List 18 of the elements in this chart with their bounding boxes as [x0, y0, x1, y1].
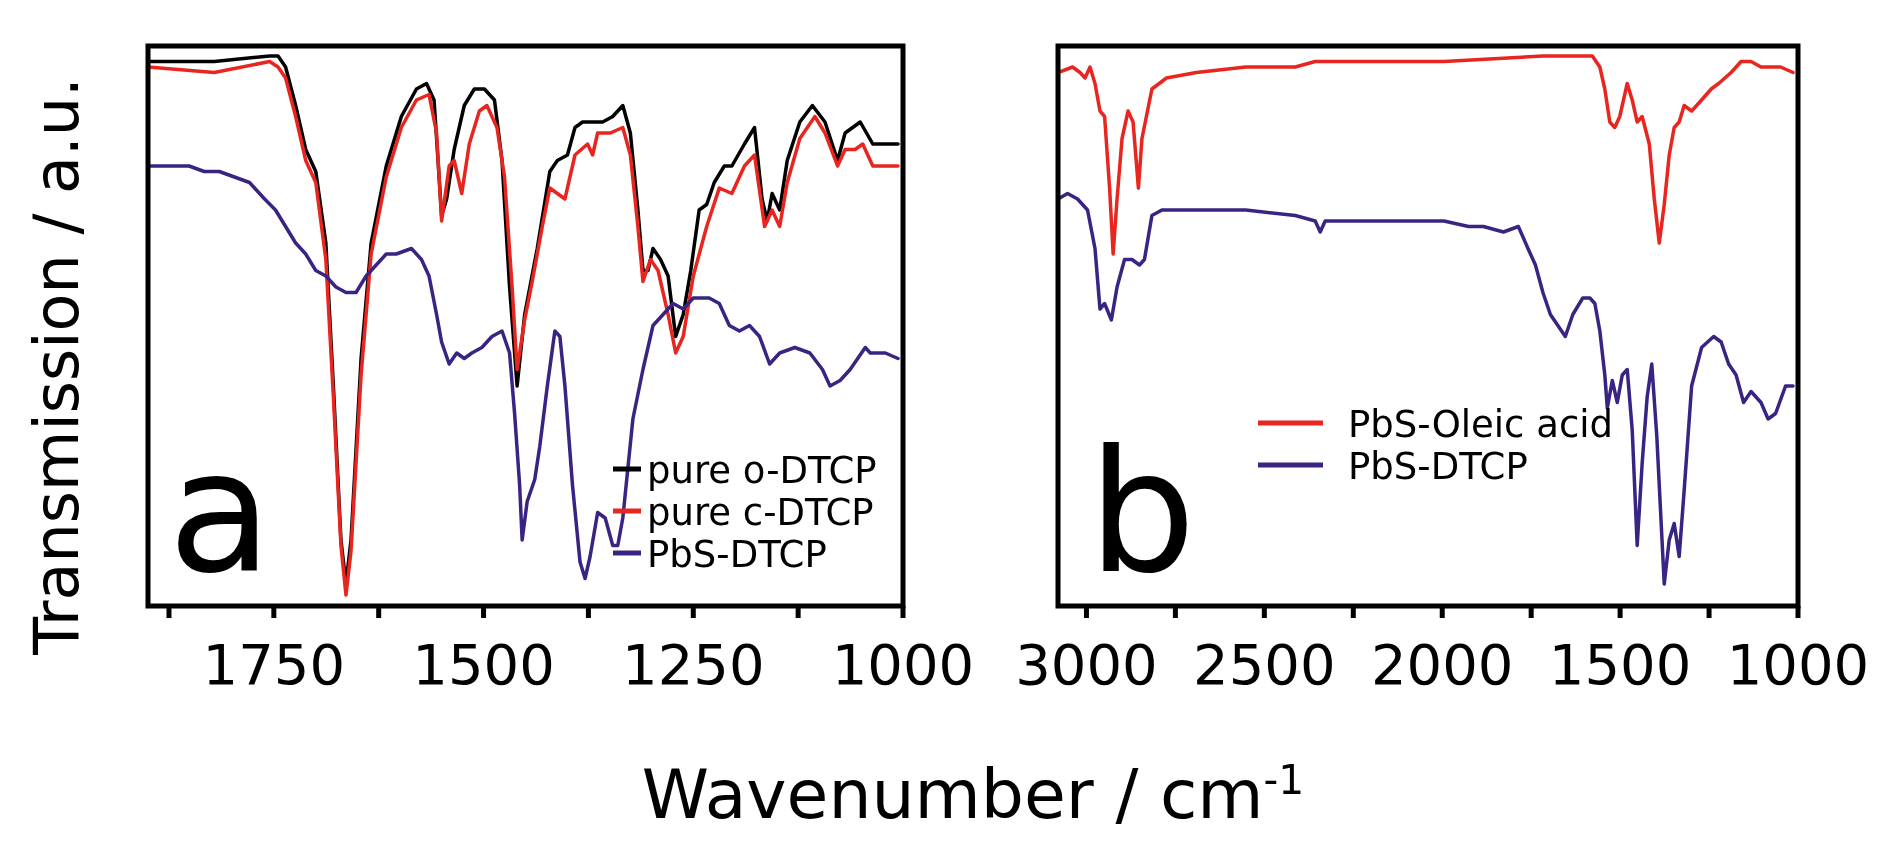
- legend-label: PbS-DTCP: [647, 533, 827, 576]
- x-tick-label: 1000: [831, 632, 975, 697]
- x-axis-title: Wavenumber / cm$^{-1}$: [641, 755, 1305, 834]
- x-tick-label: 1500: [412, 632, 555, 697]
- legend-label: pure c-DTCP: [647, 491, 874, 534]
- y-axis-title: Transmission / a.u.: [20, 77, 93, 656]
- x-tick-label: 3000: [1015, 632, 1158, 697]
- x-tick-label: 2500: [1193, 632, 1336, 697]
- x-tick-label: 1500: [1548, 632, 1692, 697]
- x-tick-label: 1750: [202, 632, 346, 697]
- x-tick-label: 1000: [1726, 632, 1870, 697]
- legend-label: pure o-DTCP: [647, 449, 877, 492]
- x-tick-label: 1250: [622, 632, 765, 697]
- x-tick-label: 2000: [1370, 632, 1514, 697]
- legend-label: PbS-Oleic acid: [1348, 403, 1613, 446]
- annotation: b: [1088, 413, 1196, 611]
- annotation: a: [168, 413, 273, 611]
- legend-label: PbS-DTCP: [1348, 445, 1528, 488]
